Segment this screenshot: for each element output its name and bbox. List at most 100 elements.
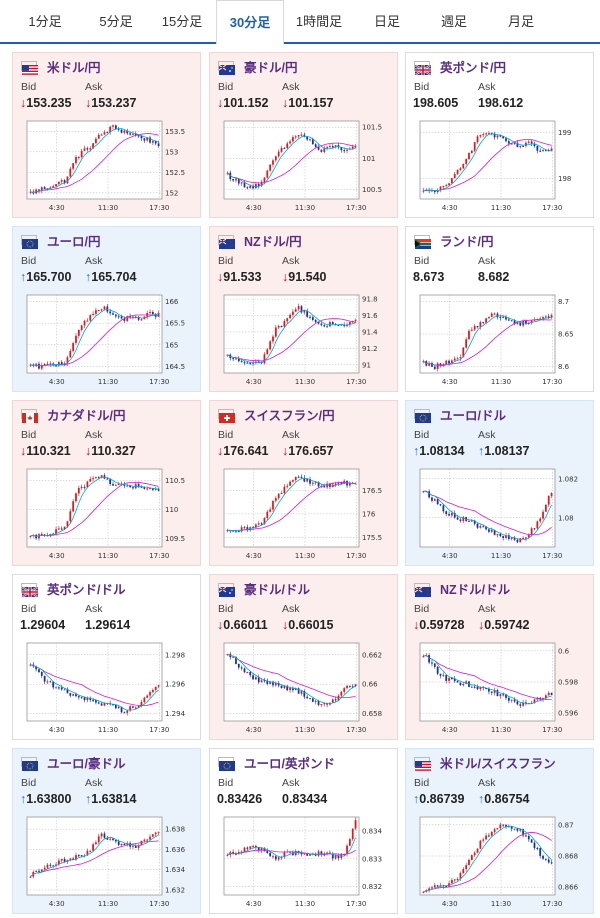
candlestick-chart[interactable]: 4:30 11:30 17:30 0.87 0.868 0.866	[414, 813, 589, 909]
bid-label: Bid	[21, 255, 37, 267]
currency-pair-link[interactable]: ユーロ/豪ドル	[47, 756, 126, 771]
candle-body	[260, 848, 263, 851]
candle-body	[346, 685, 348, 689]
candle-body	[340, 482, 343, 484]
currency-pair-link[interactable]: カナダドル/円	[47, 408, 126, 423]
currency-pair-link[interactable]: NZドル/ドル	[440, 582, 511, 597]
currency-pair-link[interactable]: スイスフラン/円	[244, 408, 335, 423]
tab-3[interactable]: 30分足	[216, 0, 284, 44]
ask-price: 0.83434	[282, 792, 327, 806]
rate-card[interactable]: 米ドル/円 Bid Ask ↓153.235 ↓153.237 4:30 11:30 17:3…	[12, 52, 201, 218]
currency-pair-link[interactable]: 豪ドル/ドル	[244, 582, 310, 597]
candlestick-chart[interactable]: 4:30 11:30 17:30 199 198	[414, 117, 589, 213]
tab-6[interactable]: 週足	[440, 14, 467, 29]
rate-card[interactable]: 米ドル/スイスフラン Bid Ask ↑0.86739 ↑0.86754 4:30 11:3…	[405, 748, 594, 914]
candle-body	[456, 517, 459, 520]
candle-body	[106, 132, 109, 134]
candle-body	[120, 706, 123, 713]
candle-body	[550, 315, 553, 318]
candle-body	[257, 361, 260, 363]
tab-7[interactable]: 月足	[507, 14, 534, 29]
chart-y-tick-label: 8.65	[558, 331, 574, 339]
currency-pair-link[interactable]: 英ポンド/ドル	[47, 582, 126, 597]
rate-card[interactable]: NZドル/円 Bid Ask ↓91.533 ↓91.540 4:30 11:30 17:30…	[209, 226, 398, 392]
candle-body	[109, 126, 112, 133]
rate-card[interactable]: 英ポンド/円 Bid Ask 198.605 198.612 4:30 11:30 17:30…	[405, 52, 594, 218]
rate-card[interactable]: NZドル/ドル Bid Ask ↓0.59728 ↓0.59742 4:30 11:30 17…	[405, 574, 594, 740]
moving-average-short	[30, 476, 159, 537]
currency-pair-link[interactable]: 米ドル/スイスフラン	[440, 756, 556, 771]
rate-card[interactable]: ユーロ/英ポンド Bid Ask 0.83426 0.83434 4:30 11:30 17:…	[209, 748, 398, 914]
candle-body	[544, 858, 547, 860]
candlestick-chart[interactable]: 4:30 11:30 17:30 110.5 110 109.5	[21, 465, 196, 561]
candle-body	[436, 363, 439, 369]
candle-body	[97, 477, 100, 479]
rate-card[interactable]: スイスフラン/円 Bid Ask ↓176.641 ↓176.657 4:30 11:30 1…	[209, 400, 398, 566]
currency-pair-link[interactable]: ランド/円	[440, 234, 494, 249]
candle-body	[63, 689, 66, 691]
chart-y-tick-label: 0.598	[558, 679, 578, 687]
candlestick-chart[interactable]: 4:30 11:30 17:30 0.662 0.66 0.658	[218, 639, 393, 735]
candle-body	[516, 142, 519, 148]
candle-body	[72, 858, 75, 860]
candle-body	[433, 499, 436, 501]
rate-card[interactable]: 英ポンド/ドル Bid Ask 1.29604 1.29614 4:30 11:30 17:3…	[12, 574, 201, 740]
candlestick-chart[interactable]: 4:30 11:30 17:30 101.5 101 100.5	[218, 117, 393, 213]
rate-card[interactable]: 豪ドル/円 Bid Ask ↓101.152 ↓101.157 4:30 11:30 17:3…	[209, 52, 398, 218]
tab-2[interactable]: 15分足	[161, 14, 203, 29]
rate-card[interactable]: ユーロ/円 Bid Ask ↑165.700 ↑165.704 4:30 11:30 17:3…	[12, 226, 201, 392]
candlestick-chart[interactable]: 4:30 11:30 17:30 1.298 1.296 1.294	[21, 639, 196, 735]
currency-pair-link[interactable]: NZドル/円	[244, 234, 302, 249]
eu-flag-icon	[414, 409, 431, 423]
candle-body	[337, 325, 340, 327]
rate-card[interactable]: ユーロ/ドル Bid Ask ↑1.08134 ↑1.08137 4:30 11:30 17:…	[405, 400, 594, 566]
bid-value: 101.152	[223, 96, 269, 110]
tab-5[interactable]: 日足	[373, 14, 400, 29]
candle-body	[476, 136, 479, 143]
currency-pair-link[interactable]: ユーロ/英ポンド	[244, 756, 335, 771]
candle-body	[479, 526, 482, 528]
rate-card[interactable]: ユーロ/豪ドル Bid Ask ↑1.63800 ↑1.63814 4:30 11:30 17…	[12, 748, 201, 914]
rate-card[interactable]: 豪ドル/ドル Bid Ask ↓0.66011 ↓0.66015 4:30 11:30 17:…	[209, 574, 398, 740]
chart-x-tick-label: 11:30	[491, 204, 511, 212]
candlestick-chart[interactable]: 4:30 11:30 17:30 8.7 8.65 8.6	[414, 291, 589, 387]
moving-average-long	[30, 664, 159, 707]
candle-body	[35, 870, 38, 872]
candle-body	[493, 529, 496, 535]
candlestick-chart[interactable]: 4:30 11:30 17:30 1.638 1.636 1.634 1.632	[21, 813, 196, 909]
bid-price: ↑0.86739	[413, 792, 464, 806]
candlestick-chart[interactable]: 4:30 11:30 17:30 91.8 91.6 91.4 91.2 91	[218, 291, 393, 387]
candle-body	[266, 170, 269, 178]
candle-body	[86, 148, 89, 150]
tab-1[interactable]: 5分足	[99, 14, 133, 29]
currency-pair-link[interactable]: 豪ドル/円	[244, 60, 298, 75]
candle-body	[320, 703, 323, 705]
candle-body	[60, 858, 63, 861]
tab-0[interactable]: 1分足	[28, 14, 62, 29]
candle-body	[462, 163, 465, 169]
currency-pair-link[interactable]: 英ポンド/円	[440, 60, 506, 75]
candlestick-chart[interactable]: 4:30 11:30 17:30 0.834 0.833 0.832	[218, 813, 393, 909]
candle-body	[92, 699, 94, 701]
candle-body	[43, 867, 46, 870]
candle-body	[97, 134, 100, 139]
chart-y-tick-label: 0.662	[362, 651, 382, 659]
candle-body	[97, 836, 100, 843]
rate-card[interactable]: ランド/円 Bid Ask 8.673 8.682 4:30 11:30 17:30 8.7 8.…	[405, 226, 594, 392]
candle-body	[292, 137, 294, 142]
card-header: ユーロ/英ポンド	[218, 754, 335, 771]
currency-pair-link[interactable]: 米ドル/円	[47, 60, 101, 75]
candlestick-chart[interactable]: 4:30 11:30 17:30 153.5 153 152.5 152	[21, 117, 196, 213]
tab-4[interactable]: 1時間足	[295, 14, 343, 29]
candle-body	[132, 487, 134, 489]
candle-body	[97, 702, 100, 704]
rate-card[interactable]: カナダドル/円 Bid Ask ↓110.321 ↓110.327 4:30 11:30 17…	[12, 400, 201, 566]
candlestick-chart[interactable]: 4:30 11:30 17:30 166 165.5 165 164.5	[21, 291, 196, 387]
currency-pair-link[interactable]: ユーロ/円	[47, 234, 101, 249]
currency-pair-link[interactable]: ユーロ/ドル	[440, 408, 506, 423]
candle-body	[66, 357, 69, 364]
ask-label: Ask	[478, 429, 496, 441]
candlestick-chart[interactable]: 4:30 11:30 17:30 176.5 176 175.5	[218, 465, 393, 561]
candlestick-chart[interactable]: 4:30 11:30 17:30 1.082 1.08	[414, 465, 589, 561]
candlestick-chart[interactable]: 4:30 11:30 17:30 0.6 0.598 0.596	[414, 639, 589, 735]
